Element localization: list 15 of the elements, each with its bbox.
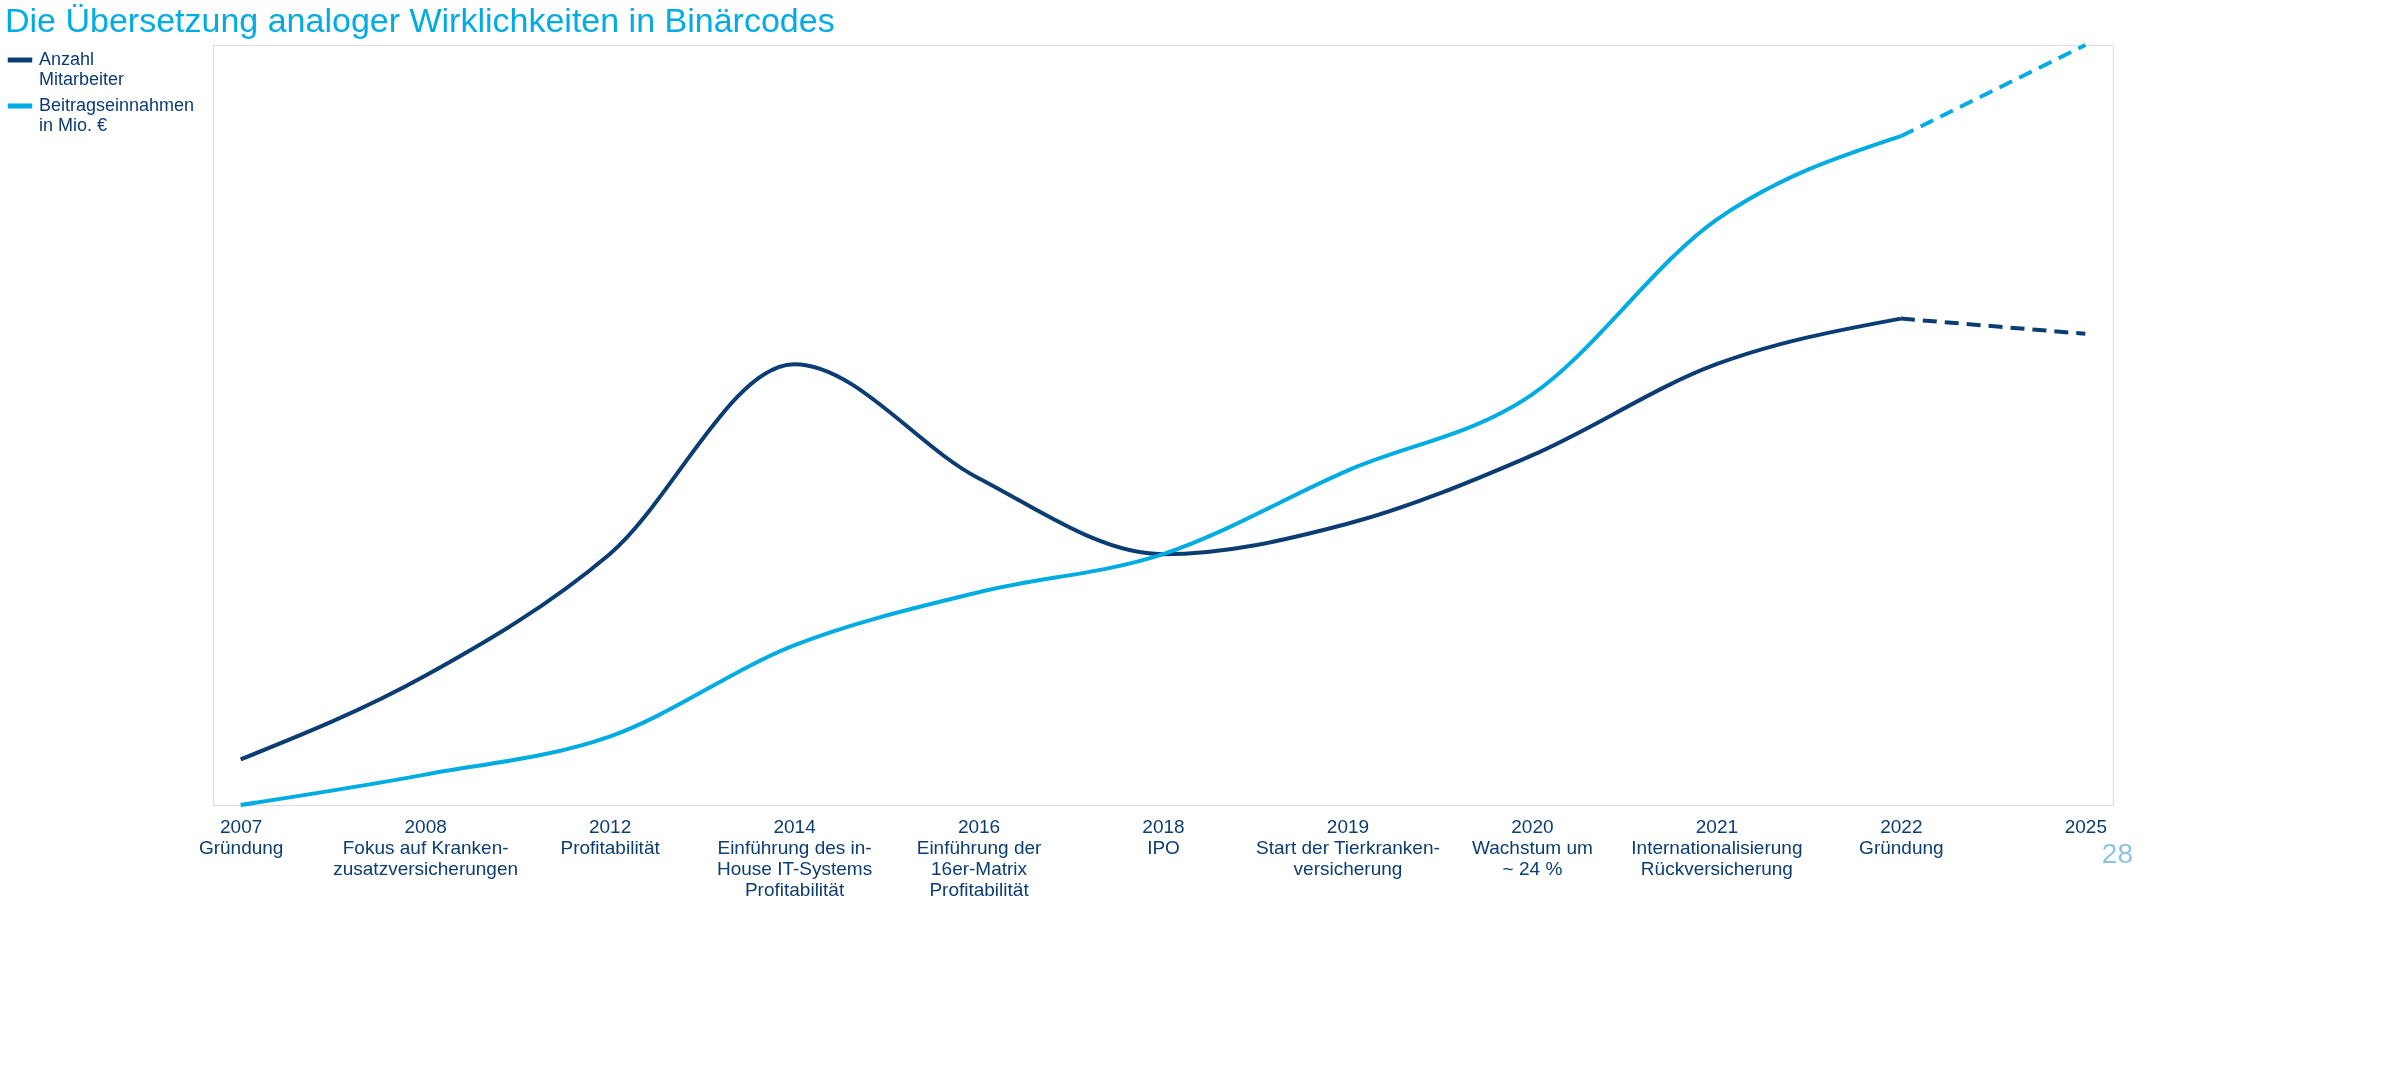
legend-label: Beitragseinnahmen in Mio. € — [39, 95, 195, 135]
x-tick-label: 2012 Profitabilität — [560, 815, 661, 858]
x-tick-label: 2018 IPO — [1142, 815, 1185, 858]
x-tick-label: 2022 Gründung — [1859, 815, 1944, 858]
x-tick-label: 2025 — [2064, 815, 2107, 837]
x-tick-label: 2014 Einführung des in- House IT-Systems Profitabilität — [716, 815, 873, 900]
chart-title: Die Übersetzung analoger Wirklichkeiten in Binärcodes — [5, 1, 835, 39]
text: 28 — [2101, 838, 2133, 869]
x-tick-label: 2008 Fokus auf Kranken- zusatzversicherungen — [333, 815, 519, 879]
x-tick-label: 2020 Wachstum um ~ 24 % — [1472, 815, 1593, 879]
x-tick-label: 2021 Internationalisierung Rückversicherung — [1631, 815, 1803, 879]
legend-label: Anzahl Mitarbeiter — [39, 49, 125, 89]
x-tick-label: 2019 Start der Tierkranken- versicherung — [1256, 815, 1440, 879]
x-tick-label: 2007 Gründung — [198, 815, 284, 858]
x-tick-label: 2016 Einführung der 16er-Matrix Profitabilität — [916, 815, 1043, 900]
